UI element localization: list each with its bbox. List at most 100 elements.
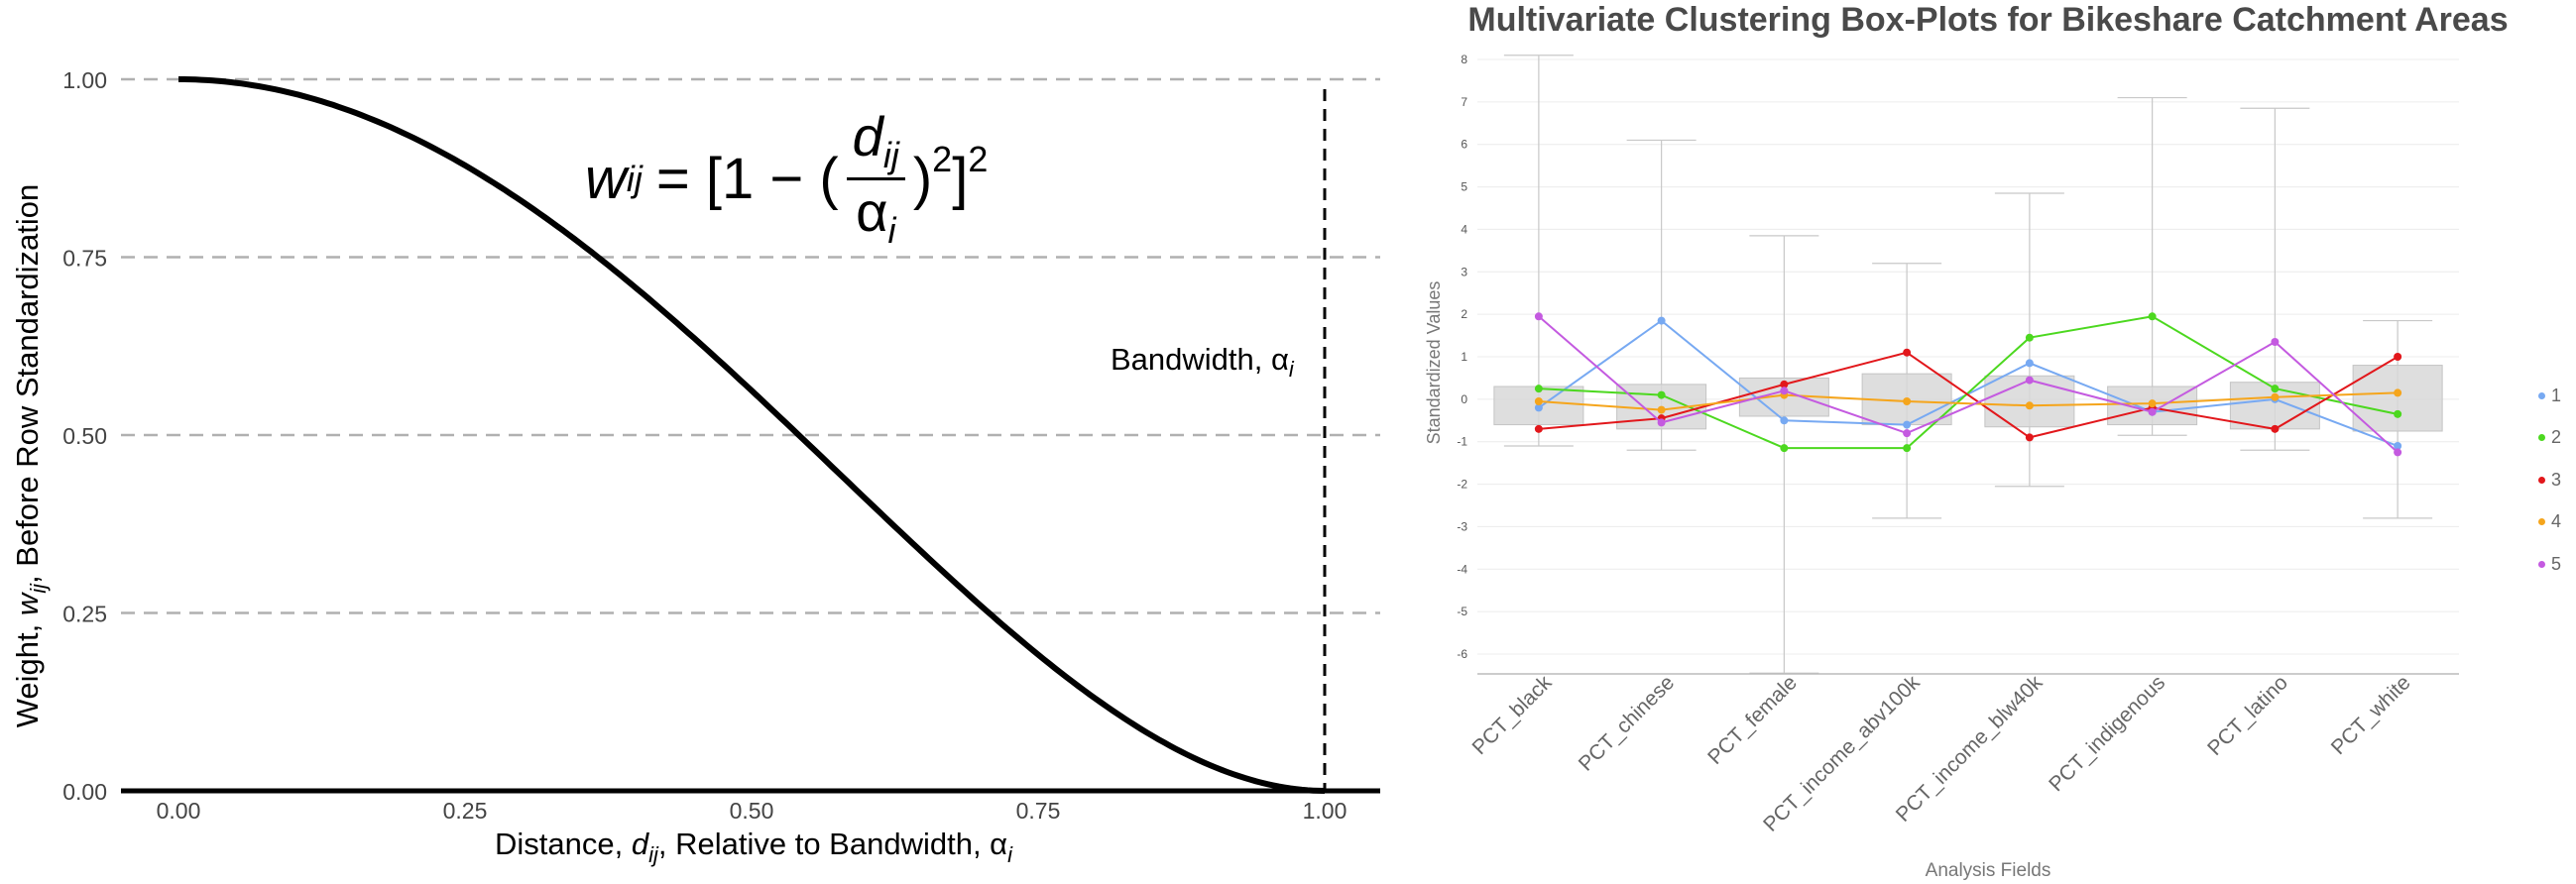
y-tick-label: 0.50 — [62, 423, 107, 449]
series-point-5 — [2394, 448, 2402, 457]
x-tick-label: PCT_black — [1468, 671, 1557, 759]
formula-square-2: 2 — [968, 139, 989, 179]
formula-num-sub: ij — [882, 135, 899, 176]
series-point-3 — [2271, 424, 2280, 433]
series-point-2 — [1534, 385, 1543, 393]
series-point-1 — [1903, 420, 1912, 429]
formula-numerator: dij — [846, 109, 905, 181]
series-point-3 — [2394, 353, 2402, 361]
legend-item: 3 — [2538, 459, 2561, 501]
y-tick-label: -2 — [1457, 478, 1467, 492]
series-point-1 — [1780, 416, 1789, 425]
series-point-4 — [2394, 388, 2402, 397]
series-point-2 — [2025, 333, 2034, 342]
x-axis-label: Analysis Fields — [1926, 860, 2051, 881]
series-line-3 — [1538, 351, 2399, 439]
series-point-2 — [1780, 444, 1789, 453]
x-tick-label: 1.00 — [1303, 798, 1347, 824]
x-tick-label: PCT_female — [1703, 671, 1802, 769]
y-tick-label: -6 — [1457, 647, 1467, 661]
y-gridlines — [1477, 58, 2459, 655]
series-point-5 — [2271, 338, 2280, 346]
series-point-3 — [1534, 424, 1543, 433]
legend-swatch — [2538, 391, 2545, 399]
bisquare-curve — [178, 76, 1326, 794]
x-tick-labels: 0.00 0.25 0.50 0.75 1.00 — [157, 798, 1347, 824]
x-tick-label: 0.50 — [730, 798, 774, 824]
series-point-1 — [2025, 359, 2034, 368]
series-point-4 — [1534, 397, 1543, 405]
y-tick-label: 8 — [1461, 53, 1467, 66]
x-tick-label: 0.00 — [157, 798, 201, 824]
chart-title: Multivariate Clustering Box-Plots for Bi… — [1467, 1, 2508, 39]
x-tick-label: 0.25 — [443, 798, 488, 824]
box — [2352, 365, 2443, 432]
legend-item: 5 — [2538, 543, 2561, 586]
formula-eq: = [1 − ( — [655, 147, 839, 212]
legend-label: 2 — [2551, 427, 2562, 448]
cluster-series — [1534, 312, 2402, 457]
legend-swatch — [2538, 518, 2545, 526]
formula-close-paren: ) — [912, 147, 933, 212]
box — [1984, 375, 2075, 428]
series-point-5 — [2025, 376, 2034, 385]
legend: 1 2 3 4 5 — [2538, 375, 2561, 586]
series-point-1 — [1534, 403, 1543, 412]
series-point-2 — [1903, 444, 1912, 453]
y-tick-label: 0.25 — [62, 602, 107, 627]
formula-close-bracket: ] — [952, 147, 969, 212]
series-point-2 — [2148, 312, 2157, 321]
y-tick-label: 1 — [1461, 350, 1467, 364]
x-tick-label: PCT_latino — [2203, 671, 2292, 760]
formula-lhs: w — [585, 147, 627, 212]
y-tick-label: 2 — [1461, 307, 1467, 321]
x-tick-label: PCT_chinese — [1575, 671, 1679, 775]
box-plots — [1493, 55, 2443, 674]
y-axis-label: Standardized Values — [1424, 281, 1444, 445]
series-point-5 — [1657, 418, 1666, 427]
y-tick-label: 4 — [1461, 222, 1467, 236]
axes — [121, 89, 1380, 794]
series-line-5 — [1538, 315, 2399, 454]
bandwidth-annotation: Bandwidth, αi — [1111, 342, 1294, 383]
formula-num-d: d — [852, 105, 883, 167]
formula-lhs-sub: ij — [626, 158, 643, 199]
y-axis-label: Weight, wij, Before Row Standardization — [10, 184, 51, 728]
legend-label: 5 — [2551, 553, 2562, 574]
legend-label: 1 — [2551, 385, 2562, 405]
series-line-4 — [1538, 391, 2399, 411]
legend-swatch — [2538, 476, 2545, 484]
y-tick-label: 0.00 — [62, 779, 107, 805]
series-line-2 — [1538, 315, 2399, 450]
series-point-2 — [2271, 385, 2280, 393]
formula-fraction: dij αi — [846, 109, 905, 252]
series-point-4 — [1903, 397, 1912, 405]
y-tick-label: -5 — [1457, 605, 1467, 618]
series-point-1 — [2394, 442, 2402, 450]
y-gridlines — [121, 77, 1380, 614]
y-tick-label: 6 — [1461, 138, 1467, 152]
formula-square-1: 2 — [932, 139, 953, 179]
y-tick-labels: 0.00 0.25 0.50 0.75 1.00 — [62, 67, 107, 805]
legend-swatch — [2538, 434, 2545, 442]
series-point-3 — [1780, 380, 1789, 388]
formula-den-alpha: α — [856, 180, 888, 244]
legend-swatch — [2538, 560, 2545, 568]
x-tick-label: PCT_indigenous — [2045, 671, 2169, 796]
x-axis-label: Distance, dij, Relative to Bandwidth, αi — [495, 827, 1013, 867]
legend-item: 4 — [2538, 501, 2561, 544]
series-point-4 — [1657, 405, 1666, 414]
y-tick-label: -1 — [1457, 435, 1467, 449]
series-point-5 — [2148, 407, 2157, 416]
legend-item: 2 — [2538, 417, 2561, 460]
legend-label: 4 — [2551, 511, 2562, 532]
series-point-4 — [2148, 399, 2157, 408]
formula: w ij = [1 − ( dij αi ) 2 ] 2 — [585, 109, 988, 249]
formula-den-sub: i — [887, 210, 896, 252]
series-point-5 — [1903, 429, 1912, 438]
series-point-2 — [2394, 409, 2402, 418]
series-point-1 — [1657, 316, 1666, 325]
y-tick-label: 1.00 — [62, 67, 107, 93]
series-point-2 — [1657, 390, 1666, 399]
x-tick-label: 0.75 — [1016, 798, 1061, 824]
